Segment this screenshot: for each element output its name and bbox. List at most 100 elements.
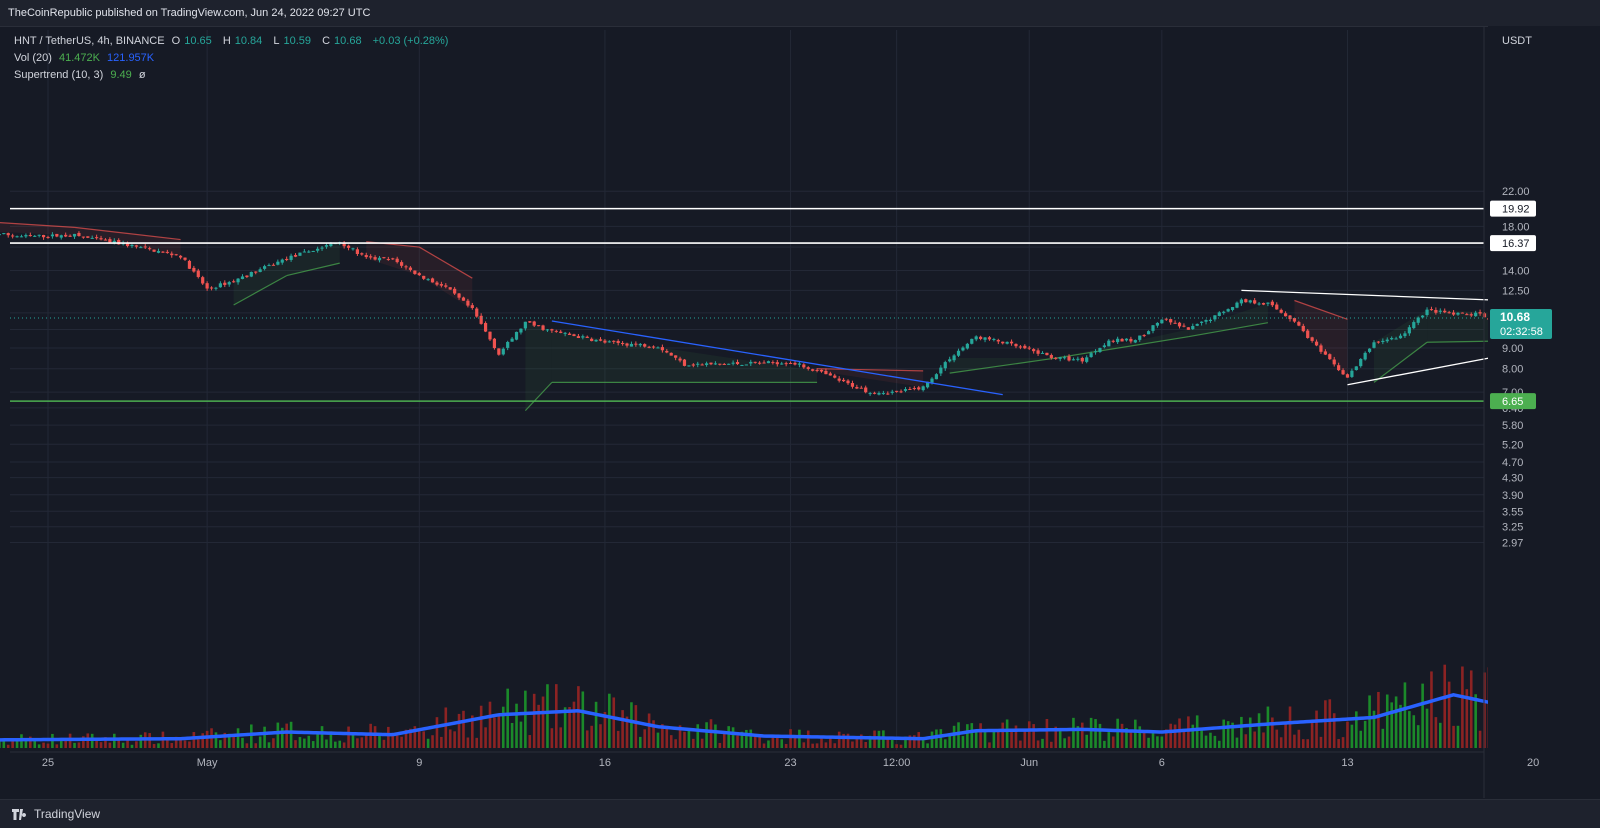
candle-body	[501, 348, 505, 355]
volume-bar	[594, 701, 598, 748]
volume-bar	[979, 723, 982, 748]
candle-body	[72, 233, 77, 237]
candle-body	[470, 305, 474, 308]
candle-body	[780, 363, 784, 365]
volume-bar	[789, 729, 792, 748]
volume-bar	[1160, 736, 1164, 748]
candle-body	[413, 270, 417, 274]
volume-bar	[250, 724, 253, 748]
chart-legend: HNT / TetherUS, 4h, BINANCE O 10.65 H 10.8…	[14, 33, 452, 84]
candle-body	[1076, 358, 1080, 360]
candle-body	[426, 279, 430, 281]
candle-body	[15, 236, 19, 238]
time-tick-label: May	[197, 757, 218, 769]
candle-body	[161, 251, 165, 253]
price-tick-label: 5.80	[1502, 420, 1523, 432]
candle-body	[364, 255, 368, 258]
volume-bar	[1116, 718, 1119, 748]
volume-bar	[2, 738, 6, 748]
volume-bar	[793, 735, 797, 748]
candle-body	[603, 340, 607, 343]
candle-body	[682, 359, 687, 366]
volume-bar	[895, 744, 898, 748]
candle-body	[1332, 359, 1336, 365]
candle-body	[369, 256, 373, 258]
supertrend-fill	[525, 322, 552, 411]
volume-bar	[382, 739, 386, 748]
volume-bar	[1125, 728, 1128, 748]
volume-bar	[1452, 725, 1455, 748]
candle-body	[1248, 300, 1252, 303]
price-tick-label: 5.20	[1502, 439, 1523, 451]
candle-body	[289, 255, 293, 260]
volume-bar	[1098, 723, 1102, 748]
candle-body	[943, 362, 947, 369]
candle-body	[395, 258, 399, 263]
candle-body	[6, 233, 10, 236]
volume-bar	[334, 741, 337, 748]
candle-body	[19, 236, 24, 238]
volume-bar	[1080, 722, 1084, 748]
candle-body	[108, 239, 112, 243]
price-chart[interactable]: USDT22.0018.0016.0014.0012.5011.0010.009…	[0, 26, 1600, 798]
volume-bar	[1368, 695, 1371, 748]
candle-body	[979, 336, 983, 339]
candle-body	[1337, 365, 1341, 371]
volume-bar	[988, 742, 991, 748]
volume-bar	[1266, 706, 1270, 748]
volume-bar	[780, 739, 784, 748]
volume-bar	[1377, 691, 1380, 748]
candle-body	[422, 275, 426, 279]
volume-bar	[258, 736, 262, 748]
volume-bar	[1271, 717, 1274, 748]
volume-bar	[285, 723, 288, 748]
supertrend-fill	[1188, 303, 1268, 337]
volume-bar	[395, 735, 399, 748]
volume-bar	[37, 744, 41, 748]
volume-bar	[130, 744, 134, 748]
volume-bar	[214, 732, 218, 748]
candle-body	[1155, 322, 1160, 326]
volume-bar	[77, 742, 81, 748]
volume-bar	[957, 722, 960, 748]
candle-body	[298, 252, 302, 256]
candle-body	[744, 364, 748, 366]
volume-bar	[1138, 726, 1142, 748]
volume-bar	[1253, 731, 1256, 748]
volume-bar	[833, 743, 837, 748]
candle-body	[956, 350, 961, 356]
supertrend-label[interactable]: Supertrend (10, 3)	[14, 69, 104, 81]
volume-bar	[630, 702, 633, 748]
candle-body	[815, 369, 819, 371]
candle-body	[585, 336, 589, 338]
candle-body	[1403, 333, 1407, 337]
candle-body	[33, 235, 37, 237]
volume-label[interactable]: Vol (20)	[14, 52, 52, 64]
candle-body	[537, 325, 541, 327]
volume-bar	[316, 731, 319, 748]
candle-body	[236, 278, 240, 283]
candle-body	[607, 341, 611, 343]
candle-body	[1124, 338, 1129, 341]
volume-bar	[426, 738, 430, 748]
candle-body	[704, 363, 709, 365]
tradingview-brand[interactable]: TradingView	[12, 807, 100, 821]
candle-body	[360, 253, 364, 255]
candle-body	[461, 297, 466, 301]
candle-body	[934, 374, 939, 380]
volume-bar	[868, 735, 872, 748]
symbol-label[interactable]: HNT / TetherUS, 4h, BINANCE	[14, 35, 165, 47]
candle-body	[868, 393, 872, 395]
volume-bar	[73, 742, 76, 748]
volume-bar	[886, 739, 890, 748]
candle-body	[444, 285, 448, 287]
volume-bar	[373, 726, 377, 748]
candle-body	[139, 247, 143, 249]
candle-body	[687, 365, 691, 367]
candle-body	[90, 237, 94, 239]
descending-trendline-line[interactable]	[551, 320, 1003, 396]
candle-body	[837, 378, 841, 381]
volume-bar	[590, 725, 593, 748]
candle-body	[1120, 338, 1124, 342]
candle-body	[439, 284, 443, 286]
